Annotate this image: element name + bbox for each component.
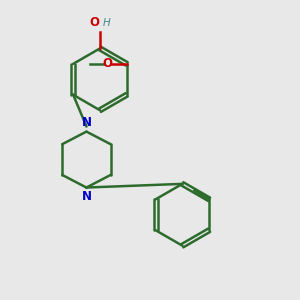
Text: H: H (103, 18, 110, 28)
Text: O: O (103, 57, 112, 70)
Text: N: N (81, 190, 92, 203)
Text: O: O (90, 16, 100, 29)
Text: N: N (81, 116, 92, 129)
